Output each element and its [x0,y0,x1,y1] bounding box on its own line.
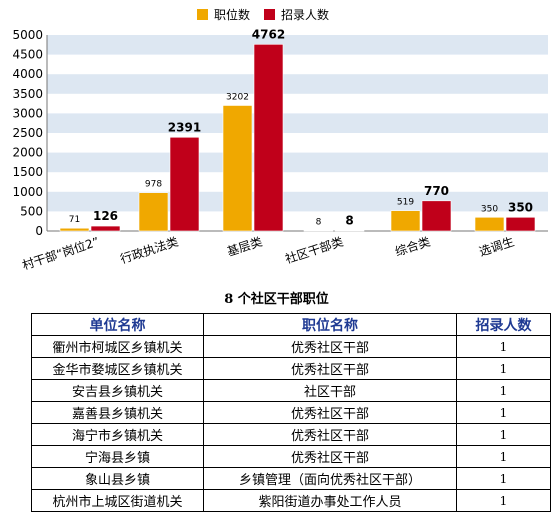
table-row: 海宁市乡镇机关 优秀社区干部 1 [32,424,551,446]
bar-recruits [506,217,535,231]
bar-chart: 0 500 1000 1500 2000 2500 3000 3500 4000 4500 5000… [0,0,553,290]
x-tick-label: 综合类 [393,234,432,259]
cell-count: 1 [457,336,551,358]
cell-count: 1 [457,402,551,424]
data-label-positions: 519 [397,198,414,208]
x-tick-label: 社区干部类 [283,234,345,267]
data-label-recruits: 4762 [252,27,285,41]
y-tick-label: 2000 [12,146,43,160]
grid-band [47,35,548,55]
cell-unit: 嘉善县乡镇机关 [32,402,204,424]
grid-band [47,192,548,212]
cell-position: 乡镇管理（面向优秀社区干部） [204,468,457,490]
bar-recruits [254,44,283,231]
x-tick-label: 行政执法类 [119,235,180,267]
bar-positions [391,211,420,231]
y-tick-label: 3000 [12,106,43,120]
data-label-positions: 71 [69,215,80,225]
bar-recruits [422,201,451,231]
cell-count: 1 [457,446,551,468]
table-row: 杭州市上城区街道机关 紫阳街道办事处工作人员 1 [32,490,551,512]
table-row: 衢州市柯城区乡镇机关 优秀社区干部 1 [32,336,551,358]
cell-unit: 金华市婺城区乡镇机关 [32,358,204,380]
grid-band [47,153,548,173]
cell-position: 优秀社区干部 [204,424,457,446]
data-label-positions: 3202 [226,92,249,102]
cell-unit: 海宁市乡镇机关 [32,424,204,446]
cell-position: 紫阳街道办事处工作人员 [204,490,457,512]
table-title: 8 个社区干部职位 [0,288,553,307]
header-unit-name: 单位名称 [32,314,204,336]
cell-count: 1 [457,468,551,490]
x-tick-label: 基层类 [225,235,264,259]
table-row: 安吉县乡镇机关 社区干部 1 [32,380,551,402]
cell-unit: 象山县乡镇 [32,468,204,490]
table-row: 象山县乡镇 乡镇管理（面向优秀社区干部） 1 [32,468,551,490]
bar-recruits [91,226,120,231]
cell-position: 优秀社区干部 [204,336,457,358]
y-tick-label: 1000 [12,185,43,199]
cell-unit: 衢州市柯城区乡镇机关 [32,336,204,358]
data-label-positions: 8 [316,218,322,228]
cell-position: 优秀社区干部 [204,358,457,380]
bar-positions [475,217,504,231]
y-tick-label: 1500 [12,165,43,179]
bar-positions [139,193,168,231]
data-label-positions: 978 [145,180,162,190]
grid-band [47,113,548,133]
x-tick-label: 村干部“岗位2” [20,234,101,273]
grid-band [47,74,548,94]
data-label-positions: 350 [481,204,498,214]
y-tick-label: 2500 [12,126,43,140]
header-recruit-count: 招录人数 [457,314,551,336]
y-tick-label: 0 [35,224,43,238]
cell-position: 优秀社区干部 [204,446,457,468]
cell-position: 优秀社区干部 [204,402,457,424]
data-label-recruits: 126 [93,209,118,223]
positions-table: 单位名称 职位名称 招录人数 衢州市柯城区乡镇机关 优秀社区干部 1 金华市婺城… [31,313,551,512]
cell-count: 1 [457,380,551,402]
y-tick-label: 3500 [12,87,43,101]
table-row: 宁海县乡镇 优秀社区干部 1 [32,446,551,468]
cell-unit: 安吉县乡镇机关 [32,380,204,402]
cell-count: 1 [457,358,551,380]
cell-unit: 杭州市上城区街道机关 [32,490,204,512]
bar-positions [223,105,252,231]
y-tick-label: 5000 [12,28,43,42]
bar-positions [60,228,89,231]
table-row: 嘉善县乡镇机关 优秀社区干部 1 [32,402,551,424]
bar-recruits [170,137,199,231]
y-tick-label: 4000 [12,67,43,81]
cell-position: 社区干部 [204,380,457,402]
cell-count: 1 [457,424,551,446]
y-tick-label: 4500 [12,48,43,62]
data-label-recruits: 8 [345,214,353,228]
data-label-recruits: 2391 [168,120,201,134]
x-tick-label: 选调生 [477,235,516,259]
cell-count: 1 [457,490,551,512]
table-header-row: 单位名称 职位名称 招录人数 [32,314,551,336]
header-position-name: 职位名称 [204,314,457,336]
data-label-recruits: 350 [508,200,533,214]
table-row: 金华市婺城区乡镇机关 优秀社区干部 1 [32,358,551,380]
data-label-recruits: 770 [424,184,449,198]
cell-unit: 宁海县乡镇 [32,446,204,468]
y-tick-label: 500 [20,204,43,218]
